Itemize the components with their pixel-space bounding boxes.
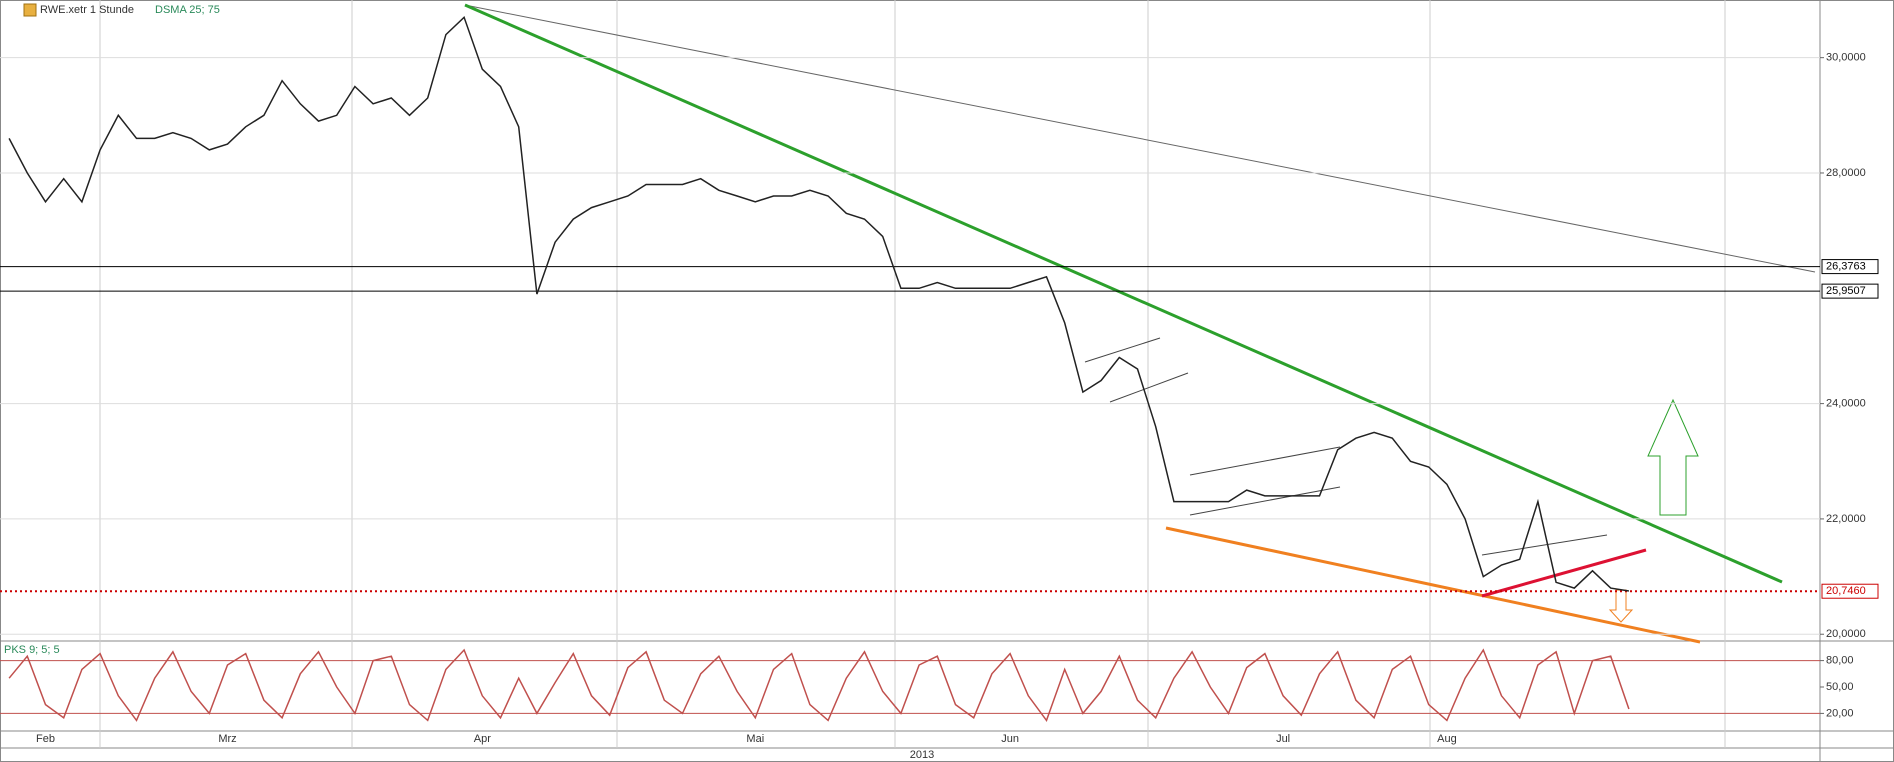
y-tick-label: 20,00 bbox=[1826, 707, 1854, 719]
channel-line bbox=[1189, 486, 1341, 516]
x-tick-label: Feb bbox=[36, 733, 55, 745]
indicator-label: PKS 9; 5; 5 bbox=[4, 644, 60, 656]
symbol-label: RWE.xetr 1 Stunde bbox=[40, 4, 134, 16]
level-label: 20,7460 bbox=[1826, 585, 1866, 597]
channel-line bbox=[1189, 446, 1341, 476]
trend-line bbox=[464, 3, 1783, 584]
month-separators bbox=[99, 0, 1726, 748]
y-tick-label: 30,0000 bbox=[1826, 52, 1866, 64]
x-tick-label: Mai bbox=[746, 733, 764, 745]
y-tick-label: 80,00 bbox=[1826, 655, 1854, 667]
y-tick-label: 24,0000 bbox=[1826, 398, 1866, 410]
y-tick-label: 28,0000 bbox=[1826, 167, 1866, 179]
level-label: 25,9507 bbox=[1826, 285, 1866, 297]
channel-line bbox=[1481, 534, 1608, 556]
symbol-icon bbox=[23, 3, 37, 17]
level-label: 26,3763 bbox=[1826, 260, 1866, 272]
trend-line bbox=[1481, 548, 1647, 598]
y-tick-label: 50,00 bbox=[1826, 681, 1854, 693]
x-tick-label: Jun bbox=[1001, 733, 1019, 745]
trend-line bbox=[464, 4, 1816, 273]
year-label: 2013 bbox=[910, 749, 934, 761]
channel-line bbox=[1084, 337, 1161, 363]
channel-line bbox=[1109, 372, 1189, 403]
indicator-label: DSMA 25; 75 bbox=[155, 4, 220, 16]
level-box bbox=[1821, 259, 1879, 275]
level-box bbox=[1821, 583, 1879, 599]
x-tick-label: Aug bbox=[1437, 733, 1457, 745]
level-box bbox=[1821, 283, 1879, 299]
price-line bbox=[8, 648, 1630, 722]
y-tick-label: 22,0000 bbox=[1826, 513, 1866, 525]
x-tick-label: Jul bbox=[1276, 733, 1290, 745]
x-tick-label: Apr bbox=[474, 733, 491, 745]
y-tick-label: 20,0000 bbox=[1826, 628, 1866, 640]
x-tick-label: Mrz bbox=[218, 733, 236, 745]
down-arrow bbox=[1608, 589, 1634, 623]
price-line bbox=[8, 15, 1630, 592]
up-arrow bbox=[1647, 398, 1699, 516]
trend-line bbox=[1165, 526, 1701, 644]
